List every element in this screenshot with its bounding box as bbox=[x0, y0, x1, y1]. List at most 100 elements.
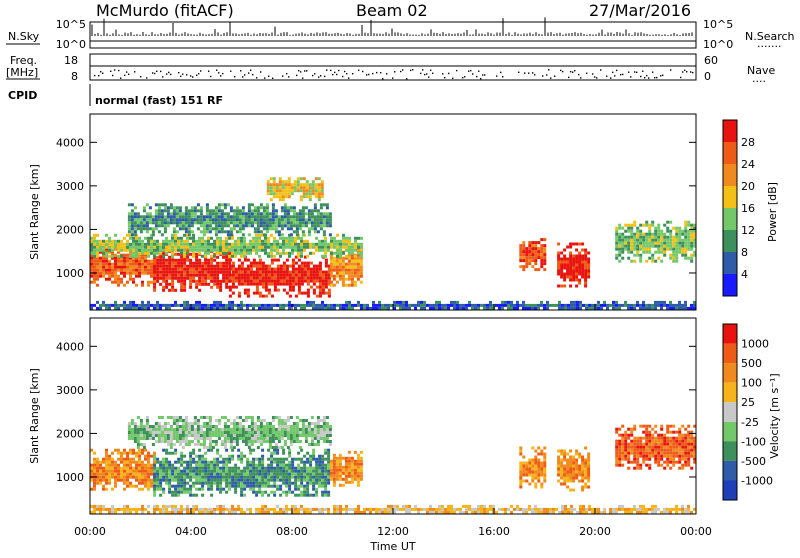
heatmap-cell bbox=[189, 455, 192, 458]
heatmap-cell bbox=[206, 446, 209, 449]
heatmap-cell bbox=[222, 464, 225, 467]
heatmap-cell bbox=[126, 269, 129, 272]
heatmap-cell bbox=[522, 480, 525, 483]
heatmap-cell bbox=[578, 279, 581, 282]
heatmap-cell bbox=[192, 280, 195, 283]
heatmap-cell bbox=[297, 180, 300, 183]
heatmap-cell bbox=[642, 304, 645, 307]
heatmap-cell bbox=[225, 277, 228, 280]
heatmap-cell bbox=[221, 203, 224, 206]
heatmap-cell bbox=[289, 283, 292, 286]
nave-dot bbox=[462, 77, 463, 78]
heatmap-cell bbox=[348, 475, 351, 478]
heatmap-cell bbox=[276, 192, 279, 195]
heatmap-cell bbox=[185, 416, 188, 419]
heatmap-cell bbox=[563, 249, 566, 252]
heatmap-cell bbox=[213, 467, 216, 470]
heatmap-cell bbox=[291, 186, 294, 189]
heatmap-cell bbox=[306, 482, 309, 485]
heatmap-cell bbox=[287, 431, 290, 434]
heatmap-cell bbox=[141, 269, 144, 272]
heatmap-cell bbox=[245, 416, 248, 419]
heatmap-cell bbox=[317, 218, 320, 221]
heatmap-cell bbox=[660, 236, 663, 239]
nave-dot bbox=[302, 78, 303, 79]
heatmap-cell bbox=[177, 461, 180, 464]
heatmap-cell bbox=[126, 266, 129, 269]
heatmap-cell bbox=[165, 240, 168, 243]
heatmap-cell bbox=[195, 283, 198, 286]
heatmap-cell bbox=[663, 236, 666, 239]
heatmap-cell bbox=[117, 473, 120, 476]
heatmap-cell bbox=[330, 460, 333, 463]
heatmap-cell bbox=[102, 266, 105, 269]
heatmap-cell bbox=[243, 304, 246, 307]
heatmap-cell bbox=[249, 452, 252, 455]
nave-dot bbox=[240, 70, 241, 71]
heatmap-cell bbox=[108, 464, 111, 467]
heatmap-cell bbox=[231, 255, 234, 258]
heatmap-cell bbox=[291, 249, 294, 252]
heatmap-cell bbox=[435, 304, 438, 307]
heatmap-cell bbox=[206, 425, 209, 428]
heatmap-cell bbox=[129, 470, 132, 473]
heatmap-cell bbox=[308, 215, 311, 218]
heatmap-cell bbox=[324, 482, 327, 485]
heatmap-cell bbox=[252, 237, 255, 240]
heatmap-cell bbox=[144, 455, 147, 458]
heatmap-cell bbox=[301, 265, 304, 268]
nave-dot bbox=[684, 70, 685, 71]
heatmap-cell bbox=[288, 461, 291, 464]
nave-dot bbox=[332, 74, 333, 75]
heatmap-cell bbox=[288, 491, 291, 494]
heatmap-cell bbox=[114, 281, 117, 284]
heatmap-cell bbox=[174, 240, 177, 243]
heatmap-cell bbox=[180, 243, 183, 246]
heatmap-cell bbox=[252, 246, 255, 249]
heatmap-cell bbox=[528, 244, 531, 247]
heatmap-cell bbox=[304, 274, 307, 277]
heatmap-cell bbox=[666, 248, 669, 251]
heatmap-cell bbox=[273, 192, 276, 195]
heatmap-cell bbox=[120, 461, 123, 464]
heatmap-cell bbox=[280, 280, 283, 283]
heatmap-cell bbox=[221, 428, 224, 431]
heatmap-cell bbox=[275, 224, 278, 227]
heatmap-cell bbox=[522, 456, 525, 459]
heatmap-cell bbox=[135, 246, 138, 249]
heatmap-cell bbox=[333, 252, 336, 255]
heatmap-cell bbox=[525, 247, 528, 250]
heatmap-cell bbox=[216, 252, 219, 255]
heatmap-cell bbox=[258, 249, 261, 252]
heatmap-cell bbox=[600, 304, 603, 307]
heatmap-cell bbox=[624, 224, 627, 227]
heatmap-cell bbox=[221, 224, 224, 227]
heatmap-cell bbox=[584, 276, 587, 279]
nave-dot bbox=[358, 70, 359, 71]
freq-tick-top: 18 bbox=[64, 54, 78, 67]
heatmap-cell bbox=[293, 425, 296, 428]
heatmap-cell bbox=[150, 473, 153, 476]
heatmap-cell bbox=[327, 461, 330, 464]
heatmap-cell bbox=[323, 437, 326, 440]
heatmap-cell bbox=[351, 475, 354, 478]
heatmap-cell bbox=[120, 266, 123, 269]
heatmap-cell bbox=[180, 252, 183, 255]
heatmap-cell bbox=[102, 461, 105, 464]
heatmap-cell bbox=[540, 450, 543, 453]
heatmap-cell bbox=[621, 227, 624, 230]
heatmap-cell bbox=[294, 304, 297, 307]
heatmap-cell bbox=[99, 479, 102, 482]
heatmap-cell bbox=[277, 271, 280, 274]
heatmap-cell bbox=[298, 277, 301, 280]
heatmap-cell bbox=[333, 275, 336, 278]
heatmap-cell bbox=[236, 428, 239, 431]
heatmap-cell bbox=[176, 215, 179, 218]
heatmap-cell bbox=[174, 494, 177, 497]
heatmap-cell bbox=[268, 271, 271, 274]
heatmap-cell bbox=[120, 304, 123, 307]
heatmap-cell bbox=[93, 263, 96, 266]
heatmap-cell bbox=[258, 234, 261, 237]
heatmap-cell bbox=[569, 252, 572, 255]
heatmap-cell bbox=[311, 224, 314, 227]
